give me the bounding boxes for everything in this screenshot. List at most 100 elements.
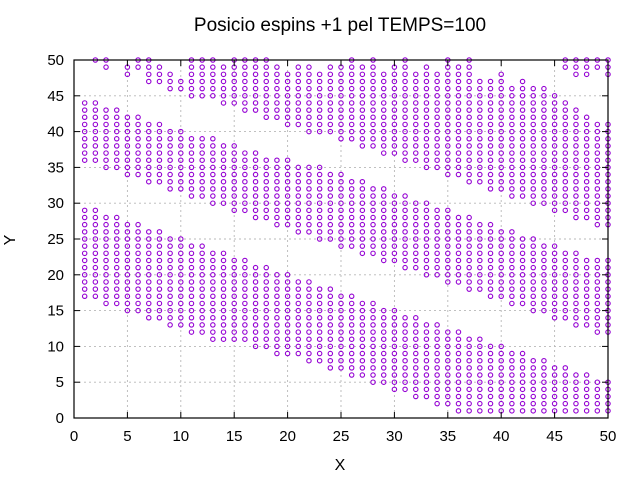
data-point — [156, 315, 163, 321]
data-point — [284, 350, 291, 357]
data-point — [188, 143, 195, 149]
data-point — [178, 178, 184, 185]
data-point — [530, 257, 536, 264]
data-point — [477, 236, 483, 242]
data-point — [220, 257, 227, 264]
data-point — [338, 336, 344, 342]
data-point — [530, 171, 536, 178]
data-point — [583, 71, 590, 78]
data-point — [156, 272, 163, 278]
data-point — [530, 114, 536, 121]
data-point — [434, 150, 440, 156]
data-point — [541, 107, 547, 113]
data-point — [242, 78, 248, 85]
data-point — [562, 128, 569, 135]
data-point — [594, 393, 601, 400]
data-point — [509, 193, 515, 199]
data-point — [562, 279, 569, 285]
data-point — [113, 128, 120, 135]
data-point — [210, 164, 216, 171]
data-point — [573, 186, 579, 192]
data-point — [434, 322, 440, 328]
data-point — [370, 229, 376, 235]
data-point — [434, 393, 440, 400]
data-point — [295, 293, 302, 300]
data-point — [509, 150, 515, 156]
data-point — [509, 272, 515, 278]
data-point — [487, 286, 494, 292]
data-point — [445, 272, 451, 278]
data-point — [530, 178, 536, 185]
data-point — [391, 336, 398, 342]
data-point — [509, 85, 515, 92]
data-point — [445, 107, 451, 113]
data-point — [445, 207, 451, 214]
data-point — [583, 307, 590, 314]
data-point — [327, 329, 334, 335]
data-point — [92, 114, 99, 121]
data-point — [135, 236, 141, 242]
data-point — [113, 150, 120, 156]
data-point — [509, 286, 515, 292]
data-point — [391, 357, 398, 364]
data-point — [327, 365, 334, 371]
data-point — [338, 200, 344, 206]
data-point — [92, 207, 99, 214]
data-point — [188, 71, 195, 78]
data-point — [348, 178, 355, 185]
data-point — [306, 164, 312, 171]
data-point — [413, 100, 419, 106]
data-point — [391, 121, 398, 128]
data-point — [316, 85, 323, 92]
data-point — [284, 85, 291, 92]
data-point — [391, 250, 398, 257]
data-point — [562, 157, 569, 163]
data-point — [573, 279, 579, 285]
data-point — [135, 300, 141, 307]
data-point — [103, 136, 109, 142]
data-point — [295, 121, 302, 128]
data-point — [562, 300, 569, 307]
data-point — [359, 229, 366, 235]
data-point — [423, 214, 430, 221]
data-point — [188, 307, 195, 314]
data-point — [274, 221, 280, 228]
data-point — [274, 300, 280, 307]
data-point — [92, 257, 99, 264]
data-point — [519, 164, 526, 171]
data-point — [391, 343, 398, 350]
data-point — [498, 372, 504, 378]
data-point — [519, 157, 526, 163]
data-point — [498, 100, 504, 106]
data-point — [124, 279, 131, 285]
data-point — [551, 300, 558, 307]
data-point — [135, 243, 141, 249]
data-point — [434, 71, 440, 78]
data-point — [498, 171, 504, 178]
data-point — [562, 186, 569, 192]
data-point — [413, 114, 419, 121]
data-point — [477, 78, 483, 85]
data-point — [594, 193, 601, 199]
data-point — [359, 64, 366, 70]
data-point — [370, 107, 376, 113]
data-point — [199, 93, 205, 99]
data-point — [81, 128, 88, 135]
data-point — [220, 64, 227, 70]
data-point — [541, 157, 547, 163]
data-point — [413, 78, 419, 85]
data-point — [252, 157, 259, 163]
data-point — [167, 85, 173, 92]
data-point — [530, 300, 536, 307]
data-point — [391, 214, 398, 221]
data-point — [188, 279, 195, 285]
data-point — [455, 107, 462, 113]
data-point — [252, 300, 259, 307]
data-point — [338, 71, 344, 78]
data-point — [519, 350, 526, 357]
data-point — [199, 322, 205, 328]
data-point — [359, 365, 366, 371]
data-point — [370, 221, 376, 228]
data-point — [327, 171, 334, 178]
data-point — [263, 336, 269, 342]
